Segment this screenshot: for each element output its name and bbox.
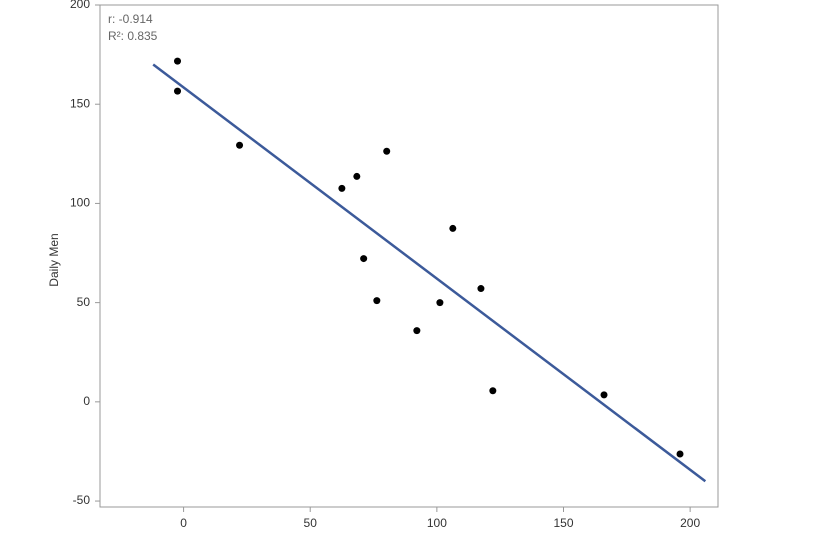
y-tick-label: 0 — [83, 394, 90, 408]
point — [413, 327, 421, 335]
point — [436, 299, 444, 307]
y-tick-label: 100 — [70, 196, 90, 210]
point — [383, 147, 391, 155]
point — [174, 57, 182, 65]
point — [489, 387, 497, 395]
point — [373, 297, 381, 305]
point — [174, 87, 182, 95]
y-axis-label: Daily Men — [47, 233, 61, 286]
point — [360, 255, 368, 263]
fit-line — [152, 63, 707, 483]
y-tick-label: 200 — [70, 0, 90, 11]
point — [338, 184, 346, 192]
x-tick-label: 150 — [553, 516, 573, 530]
annotation: r: -0.914 — [108, 12, 153, 26]
x-tick-label: 100 — [427, 516, 447, 530]
y-tick-label: 50 — [77, 295, 91, 309]
point — [477, 285, 485, 293]
y-tick-label: 150 — [70, 96, 90, 110]
x-tick-label: 200 — [680, 516, 700, 530]
point — [353, 172, 361, 180]
point — [676, 450, 684, 458]
plot-area — [99, 4, 719, 508]
point — [236, 141, 244, 149]
point — [600, 391, 608, 399]
x-tick-label: 50 — [304, 516, 318, 530]
y-tick-label: -50 — [73, 493, 91, 507]
point — [449, 224, 457, 232]
x-tick-label: 0 — [180, 516, 187, 530]
annotation: R²: 0.835 — [108, 29, 158, 43]
